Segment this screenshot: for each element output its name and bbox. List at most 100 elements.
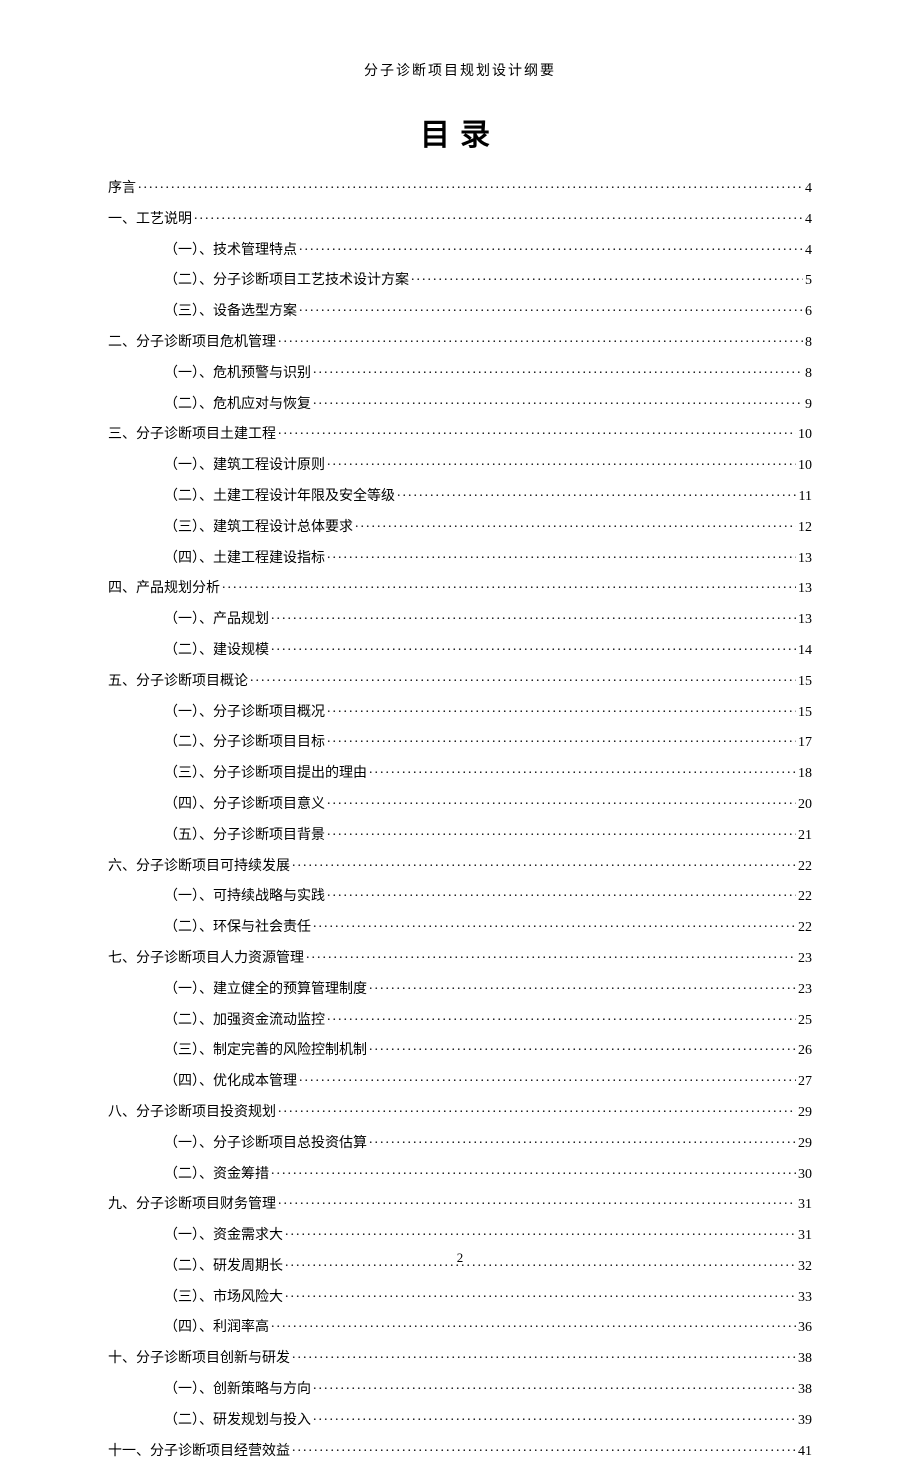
- toc-entry: （二）、危机应对与恢复 9: [108, 394, 812, 412]
- toc-entry-page: 36: [798, 1321, 812, 1335]
- toc-entry-page: 38: [798, 1383, 812, 1397]
- toc-entry: （四）、分子诊断项目意义 20: [108, 794, 812, 812]
- toc-entry-leader: [292, 1441, 796, 1455]
- toc-entry-page: 8: [805, 367, 812, 381]
- toc-entry-leader: [327, 1010, 796, 1024]
- toc-entry-leader: [278, 1102, 796, 1116]
- toc-entry: （一）、技术管理特点4: [108, 240, 812, 258]
- toc-entry-page: 10: [798, 459, 812, 473]
- toc-entry-label: 十一、分子诊断项目经营效益: [108, 1445, 290, 1459]
- toc-entry-page: 30: [798, 1168, 812, 1182]
- toc-entry-leader: [313, 363, 803, 377]
- toc-entry-page: 20: [798, 798, 812, 812]
- toc-entry: 十一、分子诊断项目经营效益41: [108, 1441, 812, 1459]
- toc-entry-leader: [327, 548, 796, 562]
- toc-entry-leader: [355, 517, 796, 531]
- toc-entry-leader: [271, 640, 796, 654]
- toc-entry-label: （一）、可持续战略与实践: [164, 890, 325, 904]
- toc-entry: （二）、研发规划与投入39: [108, 1410, 812, 1428]
- toc-entry-page: 14: [798, 644, 812, 658]
- toc-entry: （一）、创新策略与方向38: [108, 1379, 812, 1397]
- toc-entry: （三）、设备选型方案 6: [108, 301, 812, 319]
- toc-entry-label: （二）、建设规模: [164, 644, 269, 658]
- toc-entry-page: 11: [799, 490, 812, 504]
- toc-entry-leader: [369, 1040, 796, 1054]
- toc-entry: （一）、可持续战略与实践 22: [108, 886, 812, 904]
- toc-entry-page: 38: [798, 1352, 812, 1366]
- toc-entry: 二、分子诊断项目危机管理8: [108, 332, 812, 350]
- toc-entry: （五）、分子诊断项目背景 21: [108, 825, 812, 843]
- toc-entry: 三、分子诊断项目土建工程 10: [108, 424, 812, 442]
- toc-entry-page: 23: [798, 983, 812, 997]
- toc-entry-label: （五）、分子诊断项目背景: [164, 829, 325, 843]
- toc-entry-page: 29: [798, 1137, 812, 1151]
- toc-entry-label: 一、工艺说明: [108, 213, 192, 227]
- toc-entry: 序言4: [108, 178, 812, 196]
- toc-entry-label: 三、分子诊断项目土建工程: [108, 428, 276, 442]
- toc-entry-leader: [299, 1071, 796, 1085]
- toc-entry-page: 18: [798, 767, 812, 781]
- toc-entry-label: （二）、加强资金流动监控: [164, 1014, 325, 1028]
- toc-entry-leader: [271, 1164, 796, 1178]
- toc-entry-page: 21: [798, 829, 812, 843]
- toc-entry-page: 17: [798, 736, 812, 750]
- toc-entry-label: （四）、利润率高: [164, 1321, 269, 1335]
- toc-entry-label: （一）、技术管理特点: [164, 244, 297, 258]
- toc-entry: （一）、资金需求大 31: [108, 1225, 812, 1243]
- toc-entry-leader: [369, 763, 796, 777]
- toc-entry-page: 22: [798, 921, 812, 935]
- toc-entry: （四）、土建工程建设指标13: [108, 548, 812, 566]
- toc-entry-page: 23: [798, 952, 812, 966]
- toc-entry-page: 5: [805, 274, 812, 288]
- toc-entry-page: 31: [798, 1198, 812, 1212]
- toc-entry-label: （一）、资金需求大: [164, 1229, 283, 1243]
- toc-entry: （四）、利润率高 36: [108, 1317, 812, 1335]
- toc-entry-leader: [313, 917, 796, 931]
- toc-entry-page: 10: [798, 428, 812, 442]
- toc-entry-page: 31: [798, 1229, 812, 1243]
- toc-entry-leader: [327, 794, 796, 808]
- toc-entry-leader: [285, 1225, 796, 1239]
- toc-entry-label: 五、分子诊断项目概论: [108, 675, 248, 689]
- toc-entry-page: 9: [805, 398, 812, 412]
- toc-entry-leader: [327, 455, 796, 469]
- toc-entry: （一）、分子诊断项目总投资估算29: [108, 1133, 812, 1151]
- page-number: 2: [0, 1250, 920, 1266]
- toc-entry-page: 13: [798, 613, 812, 627]
- toc-entry: （二）、土建工程设计年限及安全等级11: [108, 486, 812, 504]
- toc-entry-label: 九、分子诊断项目财务管理: [108, 1198, 276, 1212]
- toc-entry-label: （三）、设备选型方案: [164, 305, 297, 319]
- toc-entry-label: （四）、分子诊断项目意义: [164, 798, 325, 812]
- toc-entry-label: （二）、环保与社会责任: [164, 921, 311, 935]
- toc-entry-leader: [138, 178, 803, 192]
- toc-entry: （二）、分子诊断项目工艺技术设计方案5: [108, 270, 812, 288]
- document-header-title: 分子诊断项目规划设计纲要: [108, 60, 812, 80]
- toc-entry: （三）、建筑工程设计总体要求12: [108, 517, 812, 535]
- toc-entry-leader: [369, 1133, 796, 1147]
- toc-entry-leader: [278, 424, 796, 438]
- toc-entry-leader: [278, 332, 803, 346]
- toc-entry: （一）、建筑工程设计原则10: [108, 455, 812, 473]
- toc-entry-page: 13: [798, 582, 812, 596]
- toc-entry: （一）、危机预警与识别8: [108, 363, 812, 381]
- toc-entry-leader: [250, 671, 796, 685]
- toc-entry: （二）、建设规模 14: [108, 640, 812, 658]
- toc-entry-leader: [313, 394, 803, 408]
- toc-entry-page: 22: [798, 890, 812, 904]
- toc-entry-leader: [299, 240, 803, 254]
- toc-entry-page: 22: [798, 860, 812, 874]
- toc-entry-page: 6: [805, 305, 812, 319]
- toc-entry-label: 四、产品规划分析: [108, 582, 220, 596]
- toc-entry-leader: [222, 578, 796, 592]
- toc-entry-label: （三）、市场风险大: [164, 1291, 283, 1305]
- toc-entry-leader: [292, 1348, 796, 1362]
- toc-entry-page: 4: [805, 182, 812, 196]
- toc-entry-leader: [299, 301, 803, 315]
- toc-entry-label: （二）、危机应对与恢复: [164, 398, 311, 412]
- toc-entry-leader: [194, 209, 803, 223]
- toc-entry-leader: [306, 948, 796, 962]
- toc-entry-page: 15: [798, 675, 812, 689]
- toc-entry-label: 十、分子诊断项目创新与研发: [108, 1352, 290, 1366]
- toc-entry-label: （四）、土建工程建设指标: [164, 552, 325, 566]
- toc-entry: 十、分子诊断项目创新与研发 38: [108, 1348, 812, 1366]
